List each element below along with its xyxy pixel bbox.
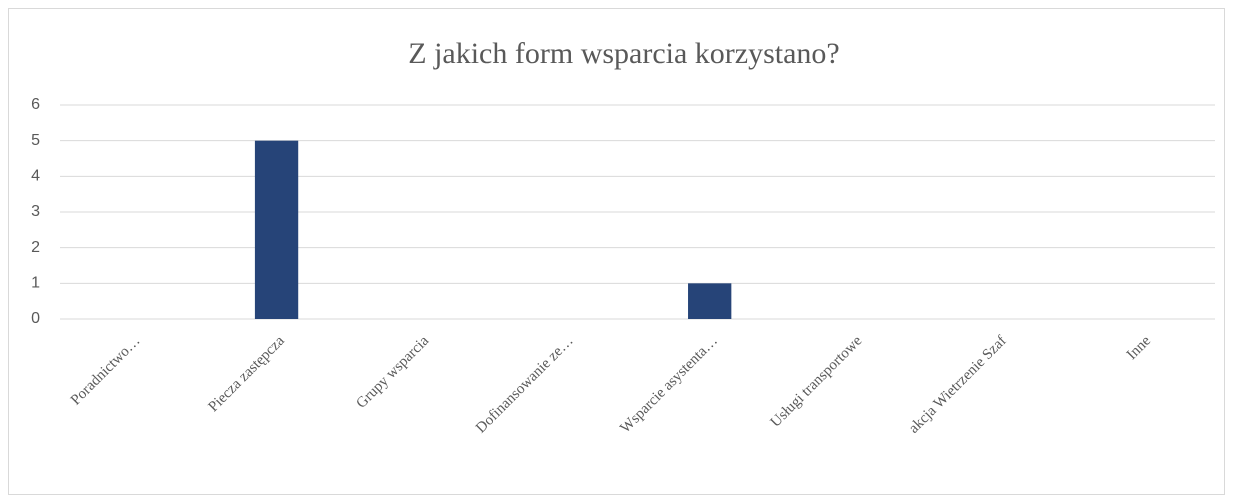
y-tick-label: 4 (31, 168, 40, 185)
y-tick-label: 6 (31, 96, 40, 113)
y-tick-label: 5 (31, 132, 40, 149)
bar (254, 140, 299, 319)
y-tick-label: 1 (31, 275, 40, 292)
y-tick-label: 0 (31, 310, 40, 327)
bar (688, 283, 732, 319)
chart-title: Z jakich form wsparcia korzystano? (408, 37, 840, 70)
chart-border (8, 8, 1225, 495)
y-tick-label: 3 (31, 203, 40, 220)
y-tick-label: 2 (31, 239, 40, 256)
